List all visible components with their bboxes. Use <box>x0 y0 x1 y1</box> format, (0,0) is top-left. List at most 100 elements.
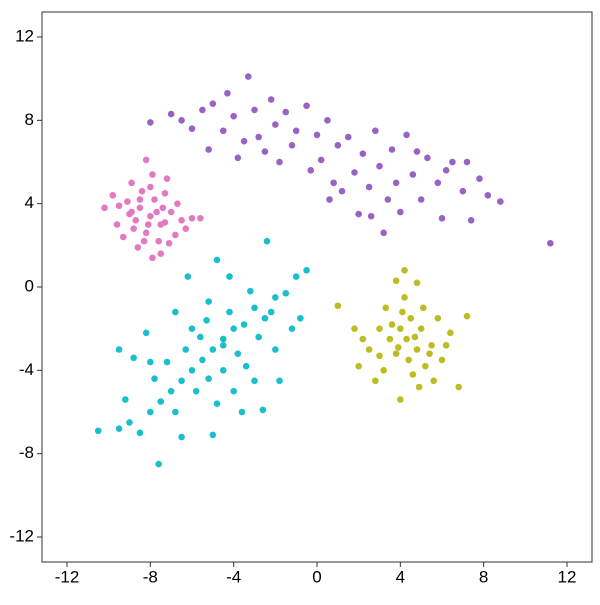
y-tick-label: 12 <box>15 26 34 45</box>
point <box>403 131 410 139</box>
point <box>276 158 283 166</box>
x-tick-label: 4 <box>396 567 405 586</box>
point <box>272 346 279 353</box>
point <box>247 287 254 295</box>
point <box>324 117 331 124</box>
point <box>219 367 227 374</box>
point <box>355 362 362 370</box>
point <box>142 229 150 237</box>
y-tick-label: -4 <box>19 360 34 379</box>
point <box>244 73 252 80</box>
point <box>303 102 310 110</box>
point <box>417 196 425 203</box>
point <box>313 131 321 139</box>
point <box>188 325 196 332</box>
point <box>115 202 123 210</box>
point <box>267 96 275 103</box>
point <box>392 277 400 285</box>
point <box>267 308 275 316</box>
point <box>142 329 150 337</box>
point <box>94 427 102 435</box>
point <box>405 356 412 364</box>
point <box>188 367 196 374</box>
point <box>476 175 483 182</box>
point <box>213 256 221 264</box>
point <box>409 371 417 378</box>
y-tick-label: -8 <box>19 443 34 462</box>
point <box>161 189 169 197</box>
point <box>455 383 462 391</box>
point <box>428 342 435 349</box>
x-tick-label: 8 <box>479 567 488 586</box>
point <box>430 377 437 385</box>
point <box>172 231 179 239</box>
point <box>365 183 373 191</box>
point <box>147 408 154 416</box>
point <box>178 377 185 385</box>
point <box>242 362 250 370</box>
y-tick-label: 4 <box>25 193 34 212</box>
point <box>165 239 173 247</box>
point <box>205 375 212 382</box>
point <box>497 198 504 205</box>
point <box>386 335 394 343</box>
point <box>422 362 429 370</box>
point <box>128 208 135 216</box>
point <box>334 142 342 149</box>
point <box>547 239 554 247</box>
point <box>136 204 144 212</box>
point <box>251 377 258 385</box>
point <box>388 321 396 328</box>
point <box>157 398 165 405</box>
point <box>255 333 262 341</box>
point <box>209 431 217 439</box>
x-tick-label: 0 <box>312 567 321 586</box>
point <box>288 325 296 332</box>
point <box>376 352 383 360</box>
point <box>261 148 269 155</box>
point <box>172 408 179 416</box>
point <box>124 198 131 205</box>
point <box>209 346 217 353</box>
point <box>178 117 185 124</box>
point <box>101 204 108 212</box>
point <box>149 254 156 262</box>
point <box>147 358 154 366</box>
point <box>355 210 362 218</box>
point <box>209 100 217 107</box>
point <box>161 219 169 226</box>
point <box>409 171 417 178</box>
point <box>167 387 175 395</box>
point <box>297 314 304 322</box>
point <box>424 154 431 162</box>
point <box>136 429 144 437</box>
point <box>238 408 246 416</box>
point <box>163 175 171 182</box>
point <box>459 187 467 195</box>
point <box>392 350 400 357</box>
point <box>224 89 231 97</box>
point <box>367 212 375 220</box>
point <box>184 273 192 280</box>
point <box>240 137 248 145</box>
point <box>153 208 160 216</box>
point <box>155 460 162 468</box>
point <box>138 187 146 195</box>
point <box>411 333 419 341</box>
point <box>351 325 358 332</box>
point <box>182 346 190 353</box>
point <box>147 212 154 220</box>
point <box>403 335 410 343</box>
point <box>359 150 367 157</box>
point <box>197 214 204 222</box>
point <box>157 250 165 257</box>
point <box>417 325 425 332</box>
point <box>282 108 290 116</box>
point <box>219 342 227 349</box>
point <box>276 377 283 385</box>
point <box>199 106 206 114</box>
x-tick-label: -4 <box>226 567 241 586</box>
point <box>134 244 142 251</box>
y-tick-label: 8 <box>25 110 34 129</box>
point <box>151 375 158 382</box>
